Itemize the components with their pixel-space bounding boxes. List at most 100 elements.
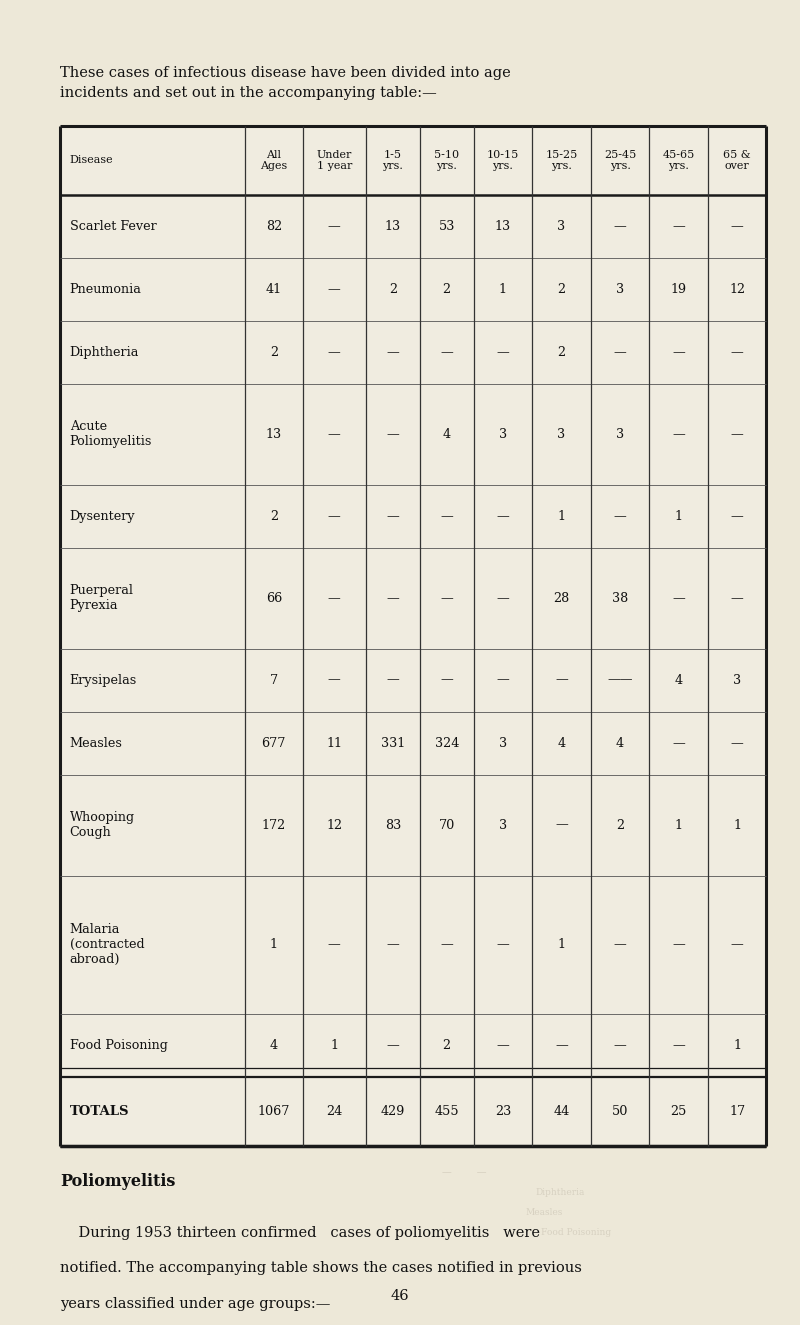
Text: 1: 1 — [499, 282, 507, 295]
Text: —: — — [672, 737, 685, 750]
Text: Scarlet Fever: Scarlet Fever — [70, 220, 156, 233]
Text: —: — — [672, 938, 685, 951]
Bar — [60, 126, 766, 1146]
Text: 324: 324 — [434, 737, 459, 750]
Text: During 1953 thirteen confirmed   cases of poliomyelitis   were: During 1953 thirteen confirmed cases of … — [60, 1226, 540, 1240]
Text: 17: 17 — [729, 1105, 745, 1118]
Text: 2: 2 — [616, 819, 624, 832]
Text: —: — — [497, 592, 510, 604]
Text: 1: 1 — [558, 938, 566, 951]
Text: 83: 83 — [385, 819, 401, 832]
Text: 2: 2 — [558, 282, 566, 295]
Text: 172: 172 — [262, 819, 286, 832]
Text: —        —: — — — [442, 1169, 486, 1177]
Text: 13: 13 — [495, 220, 511, 233]
Text: 1: 1 — [733, 819, 741, 832]
Text: 2: 2 — [270, 510, 278, 523]
Text: 3: 3 — [616, 428, 624, 441]
Text: 41: 41 — [266, 282, 282, 295]
Text: 2: 2 — [442, 282, 450, 295]
Text: —: — — [614, 938, 626, 951]
Text: —: — — [614, 510, 626, 523]
Text: Erysipelas: Erysipelas — [70, 673, 137, 686]
Text: 19: 19 — [670, 282, 686, 295]
Text: Dysentery: Dysentery — [70, 510, 135, 523]
Text: —: — — [440, 938, 453, 951]
Text: —: — — [730, 510, 743, 523]
Text: 38: 38 — [612, 592, 628, 604]
Text: —: — — [328, 220, 341, 233]
Text: Poliomyelitis: Poliomyelitis — [60, 1173, 175, 1190]
Text: 2: 2 — [558, 346, 566, 359]
Text: —: — — [386, 510, 399, 523]
Text: 2: 2 — [270, 346, 278, 359]
Text: —: — — [386, 428, 399, 441]
Text: Whooping
Cough: Whooping Cough — [70, 811, 134, 839]
Text: 3: 3 — [558, 220, 566, 233]
Text: ——: —— — [607, 673, 633, 686]
Text: 4: 4 — [558, 737, 566, 750]
Text: —: — — [730, 938, 743, 951]
Text: —: — — [672, 428, 685, 441]
Text: TOTALS: TOTALS — [70, 1105, 129, 1118]
Text: Measles: Measles — [70, 737, 122, 750]
Text: 2: 2 — [442, 1039, 450, 1052]
Text: —: — — [497, 1039, 510, 1052]
Text: Under
1 year: Under 1 year — [317, 150, 352, 171]
Text: —: — — [386, 673, 399, 686]
Text: 1: 1 — [558, 510, 566, 523]
Text: —: — — [614, 220, 626, 233]
Text: Measles: Measles — [526, 1208, 562, 1216]
Text: —: — — [497, 673, 510, 686]
Text: —: — — [672, 346, 685, 359]
Text: 7: 7 — [270, 673, 278, 686]
Text: Food Poisoning: Food Poisoning — [70, 1039, 167, 1052]
Text: 53: 53 — [438, 220, 455, 233]
Text: 2: 2 — [389, 282, 397, 295]
Text: 15-25
yrs.: 15-25 yrs. — [546, 150, 578, 171]
Text: Diphtheria: Diphtheria — [535, 1189, 585, 1196]
Text: —: — — [730, 346, 743, 359]
Text: 28: 28 — [554, 592, 570, 604]
Text: 3: 3 — [499, 737, 507, 750]
Text: 4: 4 — [442, 428, 450, 441]
Text: 11: 11 — [326, 737, 342, 750]
Text: —: — — [386, 938, 399, 951]
Text: 44: 44 — [554, 1105, 570, 1118]
Text: 45-65
yrs.: 45-65 yrs. — [662, 150, 694, 171]
Text: 3: 3 — [558, 428, 566, 441]
Text: —: — — [672, 592, 685, 604]
Text: —: — — [555, 1039, 568, 1052]
Text: —: — — [440, 592, 453, 604]
Text: —: — — [440, 510, 453, 523]
Text: 455: 455 — [434, 1105, 459, 1118]
Text: Acute
Poliomyelitis: Acute Poliomyelitis — [70, 420, 152, 448]
Text: 24: 24 — [326, 1105, 342, 1118]
Text: —: — — [328, 673, 341, 686]
Text: years classified under age groups:—: years classified under age groups:— — [60, 1297, 330, 1312]
Text: —: — — [730, 737, 743, 750]
Text: 677: 677 — [262, 737, 286, 750]
Text: —: — — [328, 428, 341, 441]
Text: —: — — [328, 938, 341, 951]
Text: 1: 1 — [270, 938, 278, 951]
Text: 429: 429 — [381, 1105, 405, 1118]
Text: 331: 331 — [381, 737, 405, 750]
Text: 4: 4 — [270, 1039, 278, 1052]
Text: —: — — [386, 346, 399, 359]
Text: 13: 13 — [385, 220, 401, 233]
Text: 1: 1 — [330, 1039, 338, 1052]
Text: 3: 3 — [499, 428, 507, 441]
Text: 13: 13 — [266, 428, 282, 441]
Text: 12: 12 — [729, 282, 745, 295]
Text: —: — — [328, 592, 341, 604]
Text: Diphtheria: Diphtheria — [70, 346, 139, 359]
Text: 12: 12 — [326, 819, 342, 832]
Text: —: — — [497, 938, 510, 951]
Text: 46: 46 — [390, 1289, 410, 1302]
Text: 1067: 1067 — [258, 1105, 290, 1118]
Text: —: — — [386, 1039, 399, 1052]
Text: —: — — [730, 220, 743, 233]
Text: 10-15
yrs.: 10-15 yrs. — [487, 150, 519, 171]
Text: 3: 3 — [733, 673, 741, 686]
